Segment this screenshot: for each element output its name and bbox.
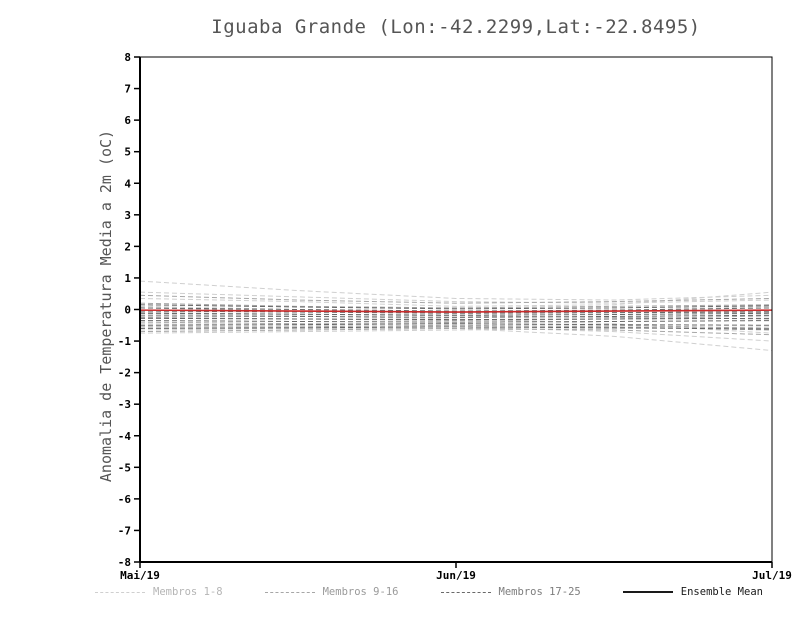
y-tick-label: -3 — [118, 398, 131, 411]
y-tick-label: 3 — [124, 209, 131, 222]
member-line — [139, 326, 773, 334]
member-line — [139, 302, 773, 309]
y-tick-label: 7 — [124, 83, 131, 96]
y-tick-label: -2 — [118, 367, 131, 380]
legend-label: Ensemble Mean — [680, 586, 763, 598]
legend-line-swatch — [264, 591, 315, 593]
member-line — [139, 310, 773, 314]
x-tick-label: Jul/19 — [752, 569, 792, 582]
y-tick-label: -6 — [118, 493, 132, 506]
y-tick-label: 5 — [124, 146, 131, 159]
legend-label: Membros 9-16 — [322, 586, 399, 598]
legend-line-swatch — [622, 591, 673, 593]
legend-label: Membros 1-8 — [153, 586, 223, 598]
member-line — [139, 317, 773, 321]
y-tick-label: 6 — [124, 114, 131, 127]
y-tick-label: -7 — [118, 524, 131, 537]
y-tick-label: 8 — [124, 51, 131, 64]
member-line — [139, 314, 773, 318]
y-tick-label: 0 — [124, 304, 131, 317]
legend-label: Membros 17-25 — [498, 586, 581, 598]
member-line — [139, 291, 773, 304]
member-line — [139, 323, 773, 326]
legend-item: Membros 17-25 — [440, 586, 581, 598]
y-tick-label: -4 — [118, 430, 132, 443]
member-line — [139, 304, 773, 310]
member-line — [139, 320, 773, 323]
legend: Membros 1-8 Membros 9-16 Membros 17-25 Ense… — [95, 586, 763, 598]
legend-line-swatch — [440, 591, 491, 593]
y-tick-label: -1 — [118, 335, 132, 348]
legend-item: Membros 9-16 — [264, 586, 399, 598]
legend-item: Membros 1-8 — [95, 586, 223, 598]
member-line — [139, 291, 773, 307]
member-line — [139, 280, 773, 301]
x-tick-label: Mai/19 — [120, 569, 160, 582]
member-line — [139, 313, 773, 334]
y-tick-label: -5 — [118, 461, 131, 474]
member-line — [139, 294, 773, 304]
ensemble-mean-line — [139, 309, 773, 313]
y-tick-label: 2 — [124, 240, 131, 253]
member-line — [140, 324, 773, 331]
y-tick-label: -8 — [118, 556, 131, 569]
chart-title: Iguaba Grande (Lon:-42.2299,Lat:-22.8495… — [211, 16, 701, 38]
member-line — [139, 312, 773, 316]
member-line — [139, 307, 773, 312]
member-line — [139, 326, 773, 330]
legend-item: Ensemble Mean — [622, 586, 763, 598]
member-line — [139, 327, 773, 336]
x-tick-label: Jun/19 — [436, 569, 476, 582]
y-tick-label: 4 — [124, 177, 131, 190]
y-tick-label: 1 — [124, 272, 131, 285]
legend-line-swatch — [95, 591, 145, 593]
